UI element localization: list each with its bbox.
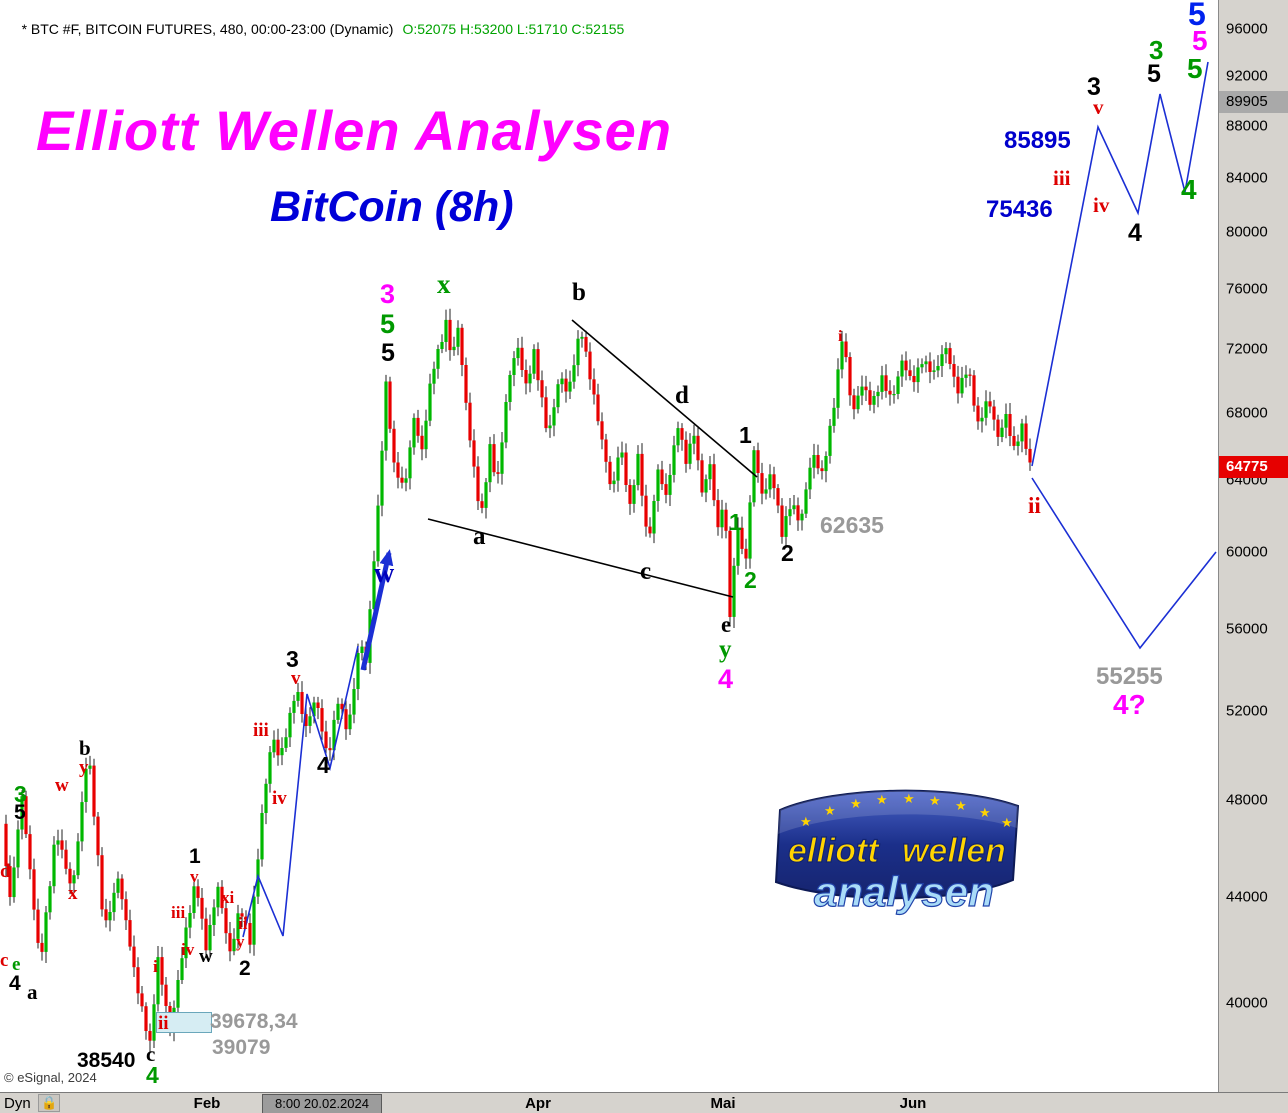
- price-tick: 96000: [1226, 20, 1268, 38]
- month-label-apr: Apr: [525, 1095, 551, 1112]
- retracement-measure-box: [156, 1012, 212, 1033]
- target-price-box: 89905: [1219, 91, 1288, 113]
- time-axis[interactable]: Dyn 🔒 Feb Apr Mai Jun 8:00 20.02.2024: [0, 1092, 1288, 1113]
- target-price-value: 89905: [1226, 93, 1268, 110]
- price-tick: 72000: [1226, 340, 1268, 358]
- star-icon: ★: [979, 805, 991, 820]
- page-subtitle: BitCoin (8h): [270, 183, 514, 231]
- star-icon: ★: [1001, 815, 1013, 830]
- price-tick: 56000: [1226, 620, 1268, 638]
- trendline: [427, 518, 734, 598]
- lock-icon[interactable]: 🔒: [38, 1094, 61, 1112]
- price-tick: 44000: [1226, 888, 1268, 906]
- impulse-arrow: [360, 549, 394, 671]
- price-tick: 92000: [1226, 67, 1268, 85]
- candle-wicks: [5, 308, 1031, 1052]
- copyright-text: © eSignal, 2024: [4, 1070, 97, 1085]
- symbol-info-text: * BTC #F, BITCOIN FUTURES, 480, 00:00-23…: [21, 21, 394, 37]
- month-label-feb: Feb: [193, 1095, 221, 1112]
- star-icon: ★: [850, 796, 862, 811]
- price-tick: 40000: [1226, 994, 1268, 1012]
- price-tick: 88000: [1226, 117, 1268, 135]
- projection-line: [1031, 477, 1217, 650]
- price-tick: 68000: [1226, 404, 1268, 422]
- projection-line: [242, 645, 359, 938]
- ohlc-readout: O:52075 H:53200 L:51710 C:52155: [402, 21, 625, 37]
- flag-shape: [774, 789, 1020, 900]
- flag-sheen: [778, 790, 1018, 834]
- logo-word-elliott: elliott: [788, 832, 880, 870]
- dyn-mode-button[interactable]: Dyn: [4, 1095, 31, 1112]
- month-label-jun: Jun: [899, 1095, 927, 1112]
- price-tick: 80000: [1226, 223, 1268, 241]
- price-tick: 84000: [1226, 169, 1268, 187]
- month-label-mai: Mai: [710, 1095, 736, 1112]
- symbol-header: * BTC #F, BITCOIN FUTURES, 480, 00:00-23…: [6, 5, 625, 53]
- watermark-logo: ★ ★ ★ ★ ★ ★ ★ ★ ★ elliott wellen analysen: [774, 789, 1020, 916]
- projection-line: [1031, 61, 1209, 467]
- price-tick: 48000: [1226, 791, 1268, 809]
- trendline: [571, 319, 758, 478]
- star-icon: ★: [929, 793, 941, 808]
- cursor-date-box: 8:00 20.02.2024: [262, 1094, 382, 1113]
- star-icon: ★: [824, 803, 836, 818]
- star-icon: ★: [903, 791, 915, 806]
- last-price-value: 64775: [1226, 458, 1268, 475]
- star-icons: ★ ★ ★ ★ ★ ★ ★ ★ ★: [800, 791, 1013, 830]
- candle-bodies: [4, 319, 1032, 1041]
- price-tick: 76000: [1226, 280, 1268, 298]
- price-tick: 60000: [1226, 543, 1268, 561]
- chart-canvas[interactable]: [0, 0, 1218, 1092]
- last-price-box: 64775: [1219, 456, 1288, 478]
- logo-word-analysen: analysen: [814, 868, 994, 915]
- page-title: Elliott Wellen Analysen: [36, 99, 673, 162]
- star-icon: ★: [955, 798, 967, 813]
- price-axis[interactable]: 96000 92000 88000 84000 80000 76000 72000 68000…: [1218, 0, 1288, 1092]
- price-tick: 52000: [1226, 702, 1268, 720]
- logo-word-wellen: wellen: [902, 832, 1006, 870]
- star-icon: ★: [876, 792, 888, 807]
- star-icon: ★: [800, 814, 812, 829]
